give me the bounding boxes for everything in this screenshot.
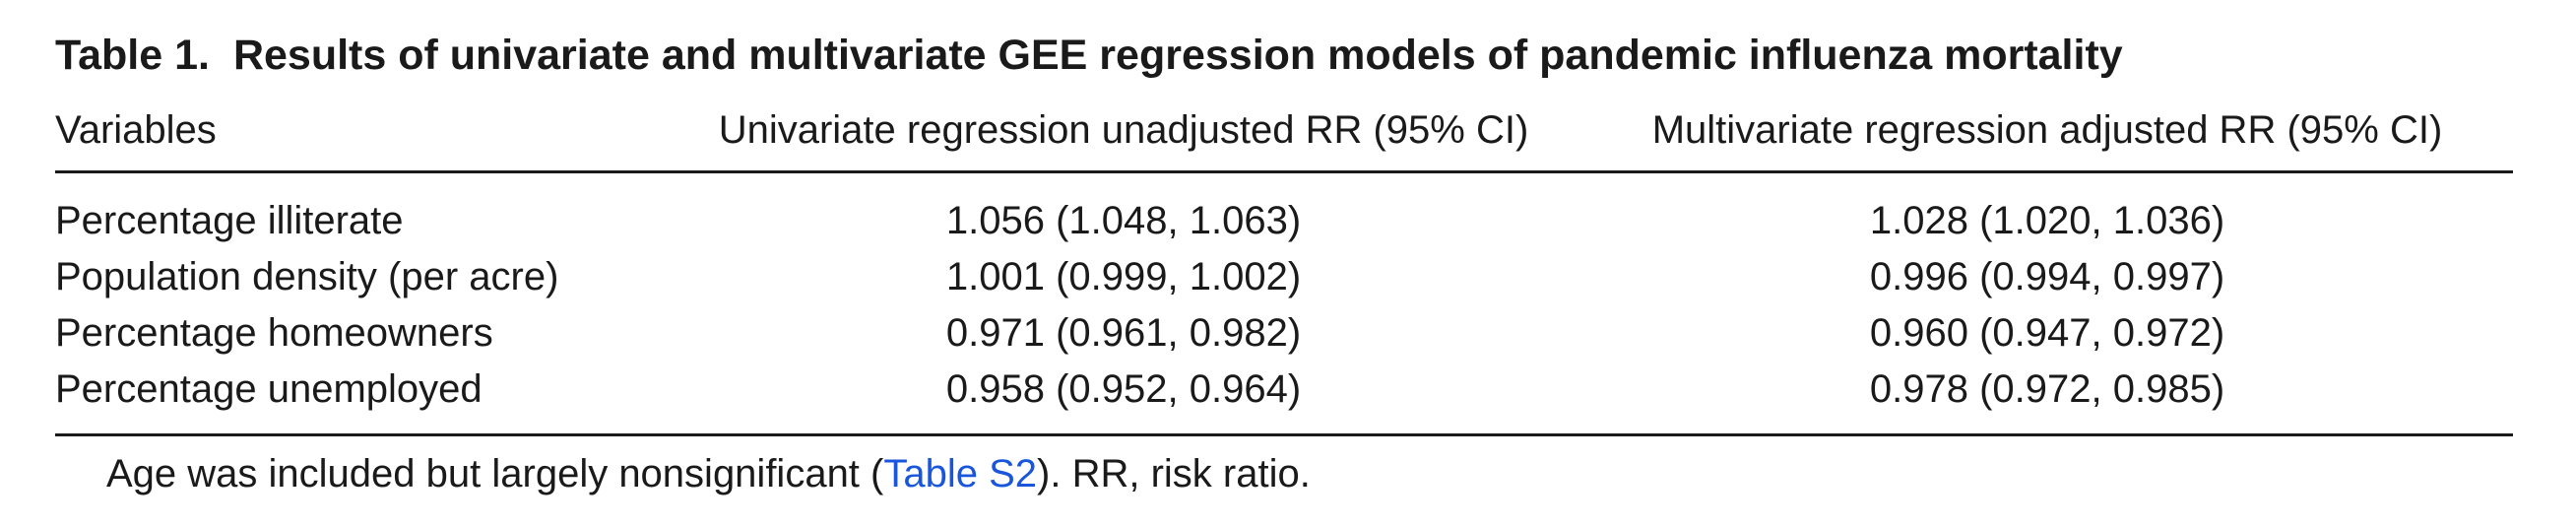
table-caption-label: Table 1. xyxy=(55,32,210,79)
row-variable: Percentage illiterate xyxy=(55,199,404,242)
row-univariate: 0.958 (0.952, 0.964) xyxy=(945,367,1302,411)
results-table: Variables Univariate regression unadjust… xyxy=(55,99,2513,496)
row-univariate: 0.971 (0.961, 0.982) xyxy=(945,311,1302,355)
table-s2-link[interactable]: Table S2 xyxy=(883,452,1038,495)
row-univariate: 1.001 (0.999, 1.002) xyxy=(945,255,1302,298)
table-caption-text: Results of univariate and multivariate G… xyxy=(232,32,2123,79)
row-multivariate: 0.960 (0.947, 0.972) xyxy=(1869,311,2225,355)
row-multivariate: 0.978 (0.972, 0.985) xyxy=(1869,367,2225,411)
table-caption: Table 1. Results of univariate and multiv… xyxy=(55,30,2513,81)
row-multivariate: 0.996 (0.994, 0.997) xyxy=(1869,255,2225,298)
header-row: Variables Univariate regression unadjust… xyxy=(55,99,2513,173)
footnote-text-after: ). RR, risk ratio. xyxy=(1037,452,1311,495)
footnote-text-before: Age was included but largely nonsignific… xyxy=(106,452,884,495)
table-row: Percentage homeowners 0.971 (0.961, 0.98… xyxy=(55,305,2513,362)
table-row: Percentage unemployed 0.958 (0.952, 0.96… xyxy=(55,362,2513,435)
footnote-row: Age was included but largely nonsignific… xyxy=(55,433,2513,496)
table-row: Percentage illiterate 1.056 (1.048, 1.06… xyxy=(55,172,2513,250)
header-multivariate: Multivariate regression adjusted RR (95%… xyxy=(1581,99,2513,173)
header-variables: Variables xyxy=(55,99,666,173)
row-variable: Percentage homeowners xyxy=(55,311,493,355)
row-multivariate: 1.028 (1.020, 1.036) xyxy=(1869,199,2225,242)
row-variable: Percentage unemployed xyxy=(55,367,483,411)
table-container: Table 1. Results of univariate and multiv… xyxy=(55,30,2513,496)
row-variable: Population density (per acre) xyxy=(55,255,559,298)
table-footnote: Age was included but largely nonsignific… xyxy=(55,433,2513,496)
row-univariate: 1.056 (1.048, 1.063) xyxy=(945,199,1302,242)
table-row: Population density (per acre) 1.001 (0.9… xyxy=(55,249,2513,305)
header-univariate: Univariate regression unadjusted RR (95%… xyxy=(666,99,1581,173)
